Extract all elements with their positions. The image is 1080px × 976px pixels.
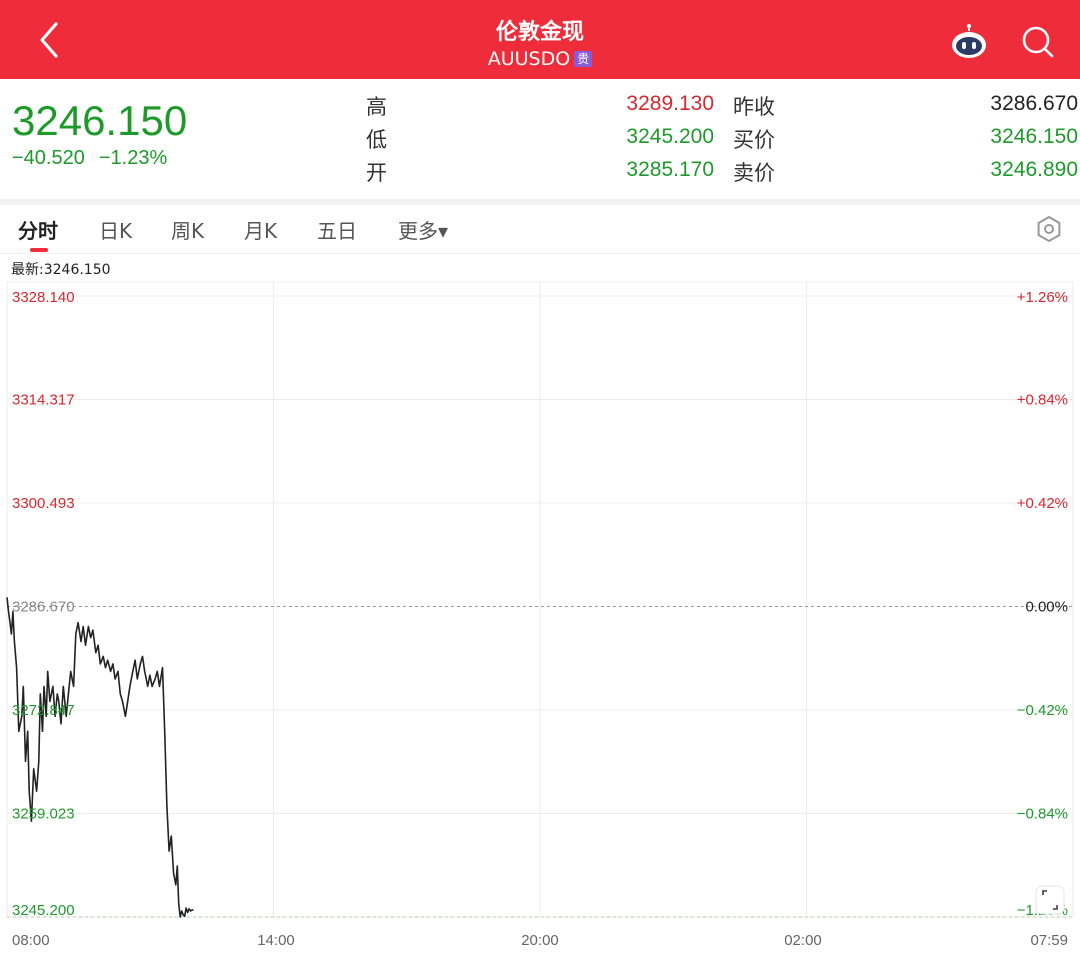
active-tab-indicator xyxy=(30,248,48,252)
percent-tick-label: +0.84% xyxy=(1017,391,1068,408)
y-tick-label: 3286.670 xyxy=(12,599,75,616)
quote-panel: 3246.150 −40.520 −1.23% 高 低 开 3289.130 32… xyxy=(0,79,1080,199)
precious-badge: 贵 xyxy=(574,51,593,67)
high-value: 3289.130 xyxy=(626,92,714,115)
ask-value: 3246.890 xyxy=(990,158,1078,181)
tab-intraday[interactable]: 分时 xyxy=(18,219,58,243)
bid-label: 买价 xyxy=(733,128,775,152)
open-label: 开 xyxy=(366,161,387,185)
page-title: 伦敦金现 xyxy=(495,20,584,45)
y-tick-label: 3328.140 xyxy=(12,289,75,306)
price-change: −40.520 −1.23% xyxy=(12,147,181,170)
percent-tick-label: +0.42% xyxy=(1017,495,1068,512)
chevron-left-icon[interactable] xyxy=(30,18,70,62)
x-tick-label: 07:59 xyxy=(1030,932,1068,949)
tab-five-day[interactable]: 五日 xyxy=(317,219,357,243)
percent-tick-label: +1.26% xyxy=(1017,289,1068,306)
percent-tick-label: −0.42% xyxy=(1017,702,1068,719)
high-label: 高 xyxy=(366,95,387,119)
symbol-code: AUUSDO xyxy=(487,48,571,70)
prev-close-label: 昨收 xyxy=(733,95,775,119)
intraday-chart: 3328.140 +1.26% 3314.317 +0.84% 3300.493 +0.4… xyxy=(6,281,1074,949)
change-value: −40.520 xyxy=(12,147,85,169)
period-tabs: 分时 日K 周K 月K 五日 更多▾ xyxy=(0,205,1080,254)
x-tick-label: 14:00 xyxy=(257,932,295,949)
open-value: 3285.170 xyxy=(626,158,714,181)
y-tick-label: 3314.317 xyxy=(12,391,75,408)
y-tick-label: 3259.023 xyxy=(12,806,75,823)
latest-price-label: 最新:3246.150 xyxy=(11,262,111,278)
x-tick-label: 08:00 xyxy=(12,932,50,949)
tab-daily-k[interactable]: 日K xyxy=(99,219,133,243)
x-tick-label: 20:00 xyxy=(521,932,559,949)
y-tick-label: 3300.493 xyxy=(12,495,75,512)
ask-label: 卖价 xyxy=(733,161,775,185)
y-tick-label: 3245.200 xyxy=(12,902,75,919)
tab-monthly-k[interactable]: 月K xyxy=(244,219,278,243)
tab-weekly-k[interactable]: 周K xyxy=(171,219,205,243)
percent-tick-label: 0.00% xyxy=(1025,599,1068,616)
percent-tick-label: −0.84% xyxy=(1017,806,1068,823)
low-value: 3245.200 xyxy=(626,125,714,148)
low-label: 低 xyxy=(366,128,387,152)
prev-close-value: 3286.670 xyxy=(990,92,1078,115)
settings-hexagon-icon[interactable] xyxy=(1035,215,1063,243)
symbol-subtitle: AUUSDO 贵 xyxy=(0,48,1080,70)
change-percent: −1.23% xyxy=(98,147,168,169)
fullscreen-icon[interactable] xyxy=(1035,885,1065,915)
price-line xyxy=(6,597,194,918)
x-tick-label: 02:00 xyxy=(784,932,822,949)
robot-icon[interactable] xyxy=(949,22,989,62)
search-icon[interactable] xyxy=(1019,22,1057,62)
app-header: 伦敦金现 AUUSDO 贵 xyxy=(0,0,1080,79)
y-tick-label: 3272.847 xyxy=(12,702,75,719)
last-price: 3246.150 xyxy=(12,97,188,144)
section-divider xyxy=(0,199,1080,205)
bid-value: 3246.150 xyxy=(990,125,1078,148)
tab-more[interactable]: 更多▾ xyxy=(398,219,449,243)
